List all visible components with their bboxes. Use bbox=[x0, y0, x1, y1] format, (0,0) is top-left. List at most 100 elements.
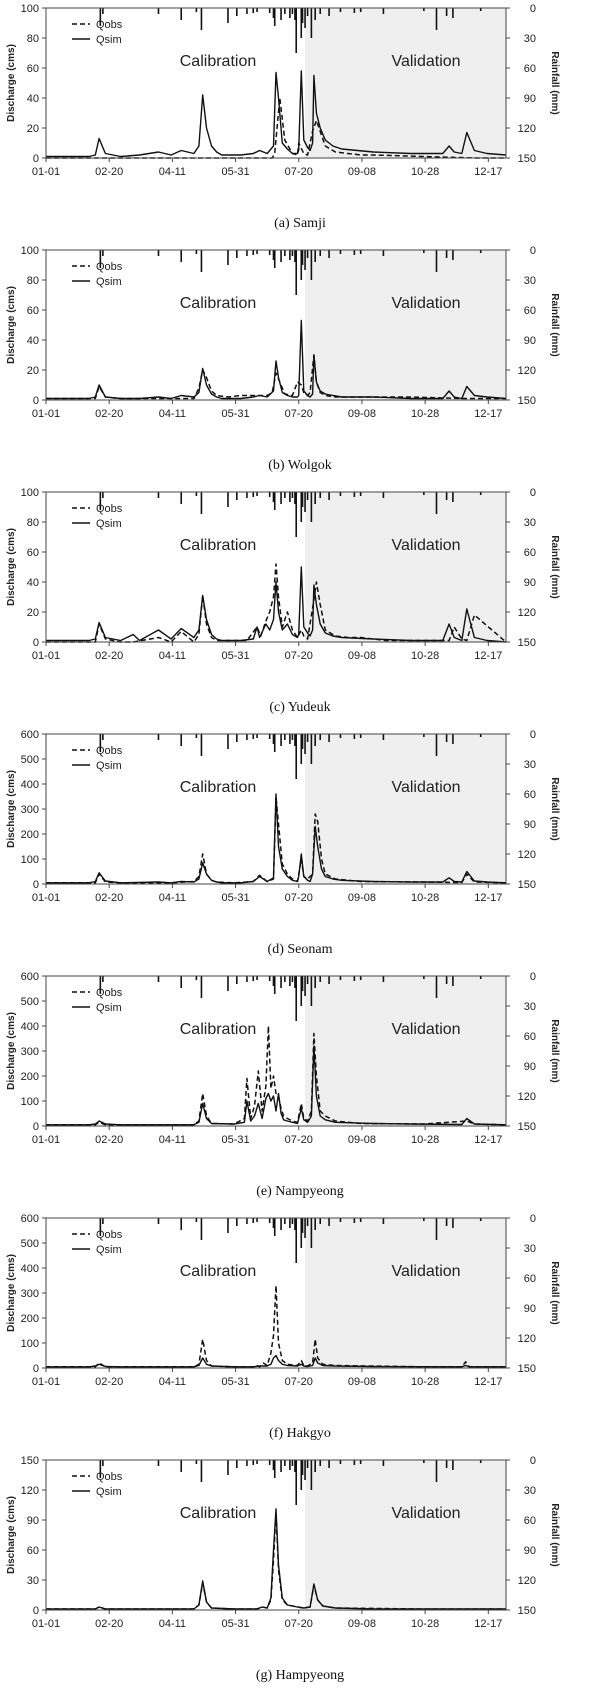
hydrograph-svg: 0 30 60 90 120 150 0 30 60 90 120 150 01-01 02-20 04-1… bbox=[6, 1455, 560, 1630]
y2-tick-label: 150 bbox=[518, 879, 536, 891]
x-tick-label: 04-11 bbox=[159, 892, 186, 904]
x-tick-label: 07-20 bbox=[285, 166, 313, 178]
hydrograph-svg: 0 20 40 60 80 100 0 30 60 90 120 150 01-01 02-20 04-11… bbox=[6, 487, 560, 662]
panel-caption: (g) Hampyeong bbox=[255, 1668, 345, 1683]
y2-tick-label: 30 bbox=[524, 517, 536, 529]
y-tick-label: 20 bbox=[27, 123, 39, 135]
x-tick-label: 02-20 bbox=[95, 1618, 123, 1630]
legend: Qobs Qsim bbox=[72, 261, 123, 288]
x-tick-label: 12-17 bbox=[474, 650, 502, 662]
x-tick-label: 09-08 bbox=[348, 1134, 376, 1146]
y-tick-label: 0 bbox=[33, 1363, 39, 1375]
y2-tick-label: 60 bbox=[524, 63, 536, 75]
x-tick-label: 05-31 bbox=[221, 1134, 249, 1146]
x-tick-label: 12-17 bbox=[474, 1376, 502, 1388]
y-axis-label: Discharge (cms) bbox=[6, 770, 17, 848]
x-tick-label: 10-28 bbox=[411, 1134, 439, 1146]
y2-tick-label: 60 bbox=[524, 305, 536, 317]
validation-period-shade bbox=[305, 734, 506, 884]
validation-label: Validation bbox=[391, 53, 460, 70]
y2-tick-label: 120 bbox=[518, 123, 536, 135]
y2-tick-label: 150 bbox=[518, 395, 536, 407]
y-tick-label: 200 bbox=[21, 829, 39, 841]
x-tick-label: 01-01 bbox=[32, 166, 60, 178]
legend-qobs-label: Qobs bbox=[96, 1471, 123, 1483]
x-tick-label: 07-20 bbox=[285, 408, 313, 420]
legend-qsim-label: Qsim bbox=[96, 276, 122, 288]
y-tick-label: 40 bbox=[27, 93, 39, 105]
y2-axis-label: Rainfall (mm) bbox=[549, 293, 560, 356]
calibration-label: Calibration bbox=[180, 537, 256, 554]
y-tick-label: 0 bbox=[33, 1121, 39, 1133]
y-tick-label: 80 bbox=[27, 33, 39, 45]
y-axis-label: Discharge (cms) bbox=[6, 44, 17, 122]
x-tick-label: 12-17 bbox=[474, 1618, 502, 1630]
x-tick-label: 05-31 bbox=[221, 892, 249, 904]
x-tick-label: 01-01 bbox=[32, 1618, 60, 1630]
y2-tick-label: 150 bbox=[518, 1121, 536, 1133]
y-tick-label: 80 bbox=[27, 517, 39, 529]
y2-axis-label: Rainfall (mm) bbox=[549, 777, 560, 840]
y2-tick-label: 30 bbox=[524, 759, 536, 771]
qsim-series-line bbox=[46, 566, 507, 643]
y-tick-label: 100 bbox=[21, 854, 39, 866]
y-tick-label: 600 bbox=[21, 729, 39, 741]
x-tick-label: 04-11 bbox=[159, 1376, 186, 1388]
y-tick-label: 80 bbox=[27, 275, 39, 287]
y-axis-label: Discharge (cms) bbox=[6, 1012, 17, 1090]
y-tick-label: 400 bbox=[21, 1021, 39, 1033]
y-tick-label: 600 bbox=[21, 1213, 39, 1225]
validation-label: Validation bbox=[391, 1263, 460, 1280]
plot-frame bbox=[45, 7, 507, 159]
x-tick-label: 01-01 bbox=[32, 1134, 60, 1146]
x-tick-label: 04-11 bbox=[159, 166, 186, 178]
x-tick-label: 07-20 bbox=[285, 1134, 313, 1146]
x-tick-label: 05-31 bbox=[221, 1618, 249, 1630]
y-axis-label: Discharge (cms) bbox=[6, 1496, 17, 1574]
x-tick-label: 12-17 bbox=[474, 892, 502, 904]
legend-qsim-label: Qsim bbox=[96, 518, 122, 530]
legend-qobs-label: Qobs bbox=[96, 19, 123, 31]
x-tick-label: 04-11 bbox=[159, 1134, 186, 1146]
qsim-series-line bbox=[46, 793, 507, 884]
y2-tick-label: 150 bbox=[518, 637, 536, 649]
x-tick-label: 02-20 bbox=[95, 650, 123, 662]
y-axis-label: Discharge (cms) bbox=[6, 528, 17, 606]
validation-label: Validation bbox=[391, 295, 460, 312]
y2-tick-label: 60 bbox=[524, 1515, 536, 1527]
y2-tick-label: 60 bbox=[524, 1273, 536, 1285]
hydrograph-panel: 0 100 200 300 400 500 600 0 30 60 90 120 150 01-01 02-… bbox=[0, 968, 600, 1210]
y2-tick-label: 150 bbox=[518, 1363, 536, 1375]
validation-period-shade bbox=[305, 250, 506, 400]
validation-label: Validation bbox=[391, 1505, 460, 1522]
calibration-label: Calibration bbox=[180, 53, 256, 70]
y-tick-label: 60 bbox=[27, 547, 39, 559]
plot-frame bbox=[45, 491, 507, 643]
legend-qsim-label: Qsim bbox=[96, 1002, 122, 1014]
y-tick-label: 300 bbox=[21, 804, 39, 816]
legend: Qobs Qsim bbox=[72, 503, 123, 530]
y-tick-label: 100 bbox=[21, 1338, 39, 1350]
legend: Qobs Qsim bbox=[72, 1471, 123, 1498]
x-tick-label: 04-11 bbox=[159, 408, 186, 420]
calibration-label: Calibration bbox=[180, 295, 256, 312]
y-tick-label: 200 bbox=[21, 1313, 39, 1325]
panel-caption: (e) Nampyeong bbox=[256, 1184, 344, 1199]
validation-period-shade bbox=[305, 1460, 506, 1610]
x-tick-label: 12-17 bbox=[474, 408, 502, 420]
validation-period-shade bbox=[305, 8, 506, 158]
y-tick-label: 0 bbox=[33, 153, 39, 165]
plot-frame bbox=[45, 1459, 507, 1611]
y2-tick-label: 0 bbox=[530, 1455, 536, 1467]
y2-tick-label: 150 bbox=[518, 153, 536, 165]
y2-axis-label: Rainfall (mm) bbox=[549, 51, 560, 114]
y2-tick-label: 0 bbox=[530, 245, 536, 257]
validation-label: Validation bbox=[391, 537, 460, 554]
y-tick-label: 400 bbox=[21, 779, 39, 791]
y2-tick-label: 120 bbox=[518, 1333, 536, 1345]
y2-tick-label: 30 bbox=[524, 33, 536, 45]
x-tick-label: 09-08 bbox=[348, 1376, 376, 1388]
hydrograph-svg: 0 100 200 300 400 500 600 0 30 60 90 120 150 01-01 02-… bbox=[6, 1213, 560, 1388]
calibration-label: Calibration bbox=[180, 1021, 256, 1038]
y2-tick-label: 0 bbox=[530, 3, 536, 15]
